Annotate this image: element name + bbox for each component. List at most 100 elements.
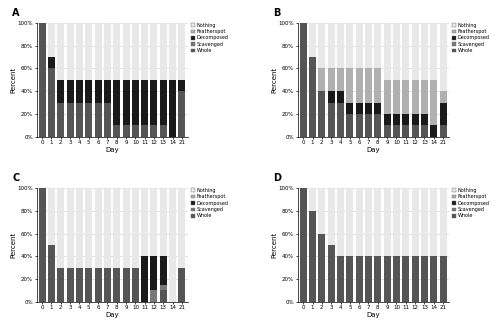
Bar	[113, 23, 120, 80]
Text: D: D	[274, 173, 281, 184]
Bar	[76, 188, 83, 268]
Bar	[384, 23, 390, 80]
Bar	[440, 256, 446, 302]
Bar	[104, 23, 111, 80]
Bar	[402, 188, 409, 256]
Bar	[122, 188, 130, 268]
Bar	[384, 188, 390, 256]
Bar	[356, 114, 362, 137]
Bar	[113, 268, 120, 302]
Bar	[402, 114, 409, 125]
Bar	[421, 125, 428, 137]
Bar	[169, 188, 176, 302]
Bar	[318, 68, 326, 91]
Bar	[412, 114, 418, 125]
Bar	[66, 80, 73, 103]
Bar	[384, 80, 390, 114]
Bar	[356, 23, 362, 68]
Bar	[104, 80, 111, 103]
Y-axis label: Percent: Percent	[271, 67, 277, 93]
Bar	[66, 23, 73, 80]
Bar	[328, 245, 334, 302]
Bar	[384, 114, 390, 125]
Bar	[356, 103, 362, 114]
Bar	[94, 188, 102, 268]
Bar	[58, 268, 64, 302]
Bar	[122, 23, 130, 80]
Bar	[85, 80, 92, 103]
Bar	[402, 80, 409, 114]
Bar	[328, 68, 334, 91]
Bar	[300, 23, 306, 137]
Bar	[402, 23, 409, 80]
Bar	[58, 23, 64, 80]
Bar	[309, 211, 316, 302]
Bar	[160, 23, 167, 80]
Bar	[356, 256, 362, 302]
Bar	[38, 188, 46, 302]
Bar	[318, 23, 326, 68]
Bar	[318, 188, 326, 233]
Bar	[384, 256, 390, 302]
Y-axis label: Percent: Percent	[271, 232, 277, 258]
Bar	[337, 188, 344, 256]
Bar	[384, 125, 390, 137]
Legend: Nothing, Featherspot, Decomposed, Scavenged, Whole: Nothing, Featherspot, Decomposed, Scaven…	[189, 186, 230, 220]
Bar	[160, 256, 167, 285]
Bar	[66, 268, 73, 302]
Bar	[346, 256, 354, 302]
Bar	[94, 268, 102, 302]
Bar	[58, 103, 64, 137]
Y-axis label: Percent: Percent	[10, 232, 16, 258]
Bar	[48, 68, 55, 137]
Bar	[337, 91, 344, 103]
Bar	[141, 80, 148, 125]
Bar	[160, 188, 167, 256]
Bar	[58, 188, 64, 268]
Bar	[85, 188, 92, 268]
Legend: Nothing, Featherspot, Decomposed, Scavenged, Whole: Nothing, Featherspot, Decomposed, Scaven…	[450, 186, 492, 220]
Bar	[346, 114, 354, 137]
Bar	[94, 80, 102, 103]
Bar	[150, 188, 158, 256]
Legend: Nothing, Featherspot, Decomposed, Scavenged, Whole: Nothing, Featherspot, Decomposed, Scaven…	[450, 21, 492, 55]
Bar	[141, 256, 148, 302]
Bar	[178, 23, 186, 80]
Bar	[430, 125, 437, 137]
Bar	[150, 23, 158, 80]
Bar	[365, 103, 372, 114]
Bar	[94, 103, 102, 137]
Bar	[346, 103, 354, 114]
Bar	[178, 91, 186, 137]
Bar	[122, 80, 130, 125]
Bar	[160, 290, 167, 302]
X-axis label: Day: Day	[366, 312, 380, 318]
Bar	[104, 103, 111, 137]
Bar	[132, 125, 139, 137]
Bar	[365, 23, 372, 68]
Bar	[141, 125, 148, 137]
Bar	[178, 80, 186, 91]
Bar	[178, 188, 186, 268]
Bar	[48, 23, 55, 57]
Bar	[365, 188, 372, 256]
Bar	[178, 268, 186, 302]
Bar	[393, 114, 400, 125]
Bar	[374, 103, 382, 114]
Bar	[430, 256, 437, 302]
Bar	[309, 23, 316, 57]
Bar	[365, 256, 372, 302]
Bar	[337, 23, 344, 68]
Bar	[104, 268, 111, 302]
Bar	[374, 188, 382, 256]
Bar	[346, 23, 354, 68]
Bar	[374, 23, 382, 68]
Bar	[38, 23, 46, 137]
Y-axis label: Percent: Percent	[10, 67, 16, 93]
Bar	[356, 68, 362, 103]
Bar	[132, 23, 139, 80]
Bar	[374, 256, 382, 302]
Bar	[150, 290, 158, 302]
Bar	[66, 188, 73, 268]
Bar	[58, 80, 64, 103]
